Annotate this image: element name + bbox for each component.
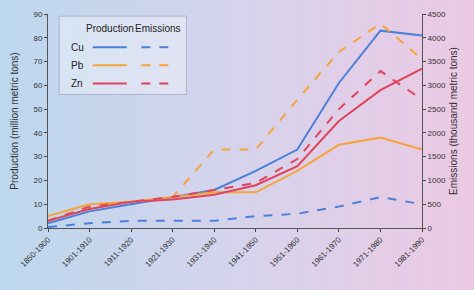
svg-text:3500: 3500 bbox=[428, 57, 446, 66]
svg-text:2500: 2500 bbox=[428, 105, 446, 114]
svg-text:1921-1930: 1921-1930 bbox=[143, 235, 177, 269]
svg-text:70: 70 bbox=[33, 57, 42, 66]
svg-text:Pb: Pb bbox=[71, 60, 84, 71]
svg-text:0: 0 bbox=[428, 224, 433, 233]
svg-text:1941-1950: 1941-1950 bbox=[227, 235, 261, 269]
svg-text:80: 80 bbox=[33, 34, 42, 43]
svg-text:Cu: Cu bbox=[71, 42, 84, 53]
svg-text:50: 50 bbox=[33, 105, 42, 114]
svg-text:500: 500 bbox=[428, 200, 442, 209]
svg-text:30: 30 bbox=[33, 152, 42, 161]
svg-text:Production: Production bbox=[86, 23, 134, 34]
svg-text:1951-1960: 1951-1960 bbox=[268, 235, 302, 269]
svg-text:1901-1910: 1901-1910 bbox=[60, 235, 94, 269]
svg-text:10: 10 bbox=[33, 200, 42, 209]
svg-text:3000: 3000 bbox=[428, 81, 446, 90]
svg-text:90: 90 bbox=[33, 10, 42, 19]
svg-text:1500: 1500 bbox=[428, 152, 446, 161]
svg-text:1981-1990: 1981-1990 bbox=[393, 235, 427, 269]
svg-text:0: 0 bbox=[38, 224, 43, 233]
svg-text:1850-1900: 1850-1900 bbox=[19, 235, 53, 269]
svg-text:Production (million metric ton: Production (million metric tons) bbox=[9, 52, 20, 189]
svg-text:2000: 2000 bbox=[428, 129, 446, 138]
svg-text:Emissions (thousand metric ton: Emissions (thousand metric tons) bbox=[448, 47, 459, 195]
svg-text:4500: 4500 bbox=[428, 10, 446, 19]
svg-text:1971-1980: 1971-1980 bbox=[351, 235, 385, 269]
svg-text:1961-1970: 1961-1970 bbox=[310, 235, 344, 269]
svg-text:40: 40 bbox=[33, 129, 42, 138]
svg-text:60: 60 bbox=[33, 81, 42, 90]
svg-text:20: 20 bbox=[33, 176, 42, 185]
svg-text:1931-1940: 1931-1940 bbox=[185, 235, 219, 269]
svg-text:4000: 4000 bbox=[428, 34, 446, 43]
svg-text:1911-1920: 1911-1920 bbox=[102, 235, 135, 268]
svg-text:Zn: Zn bbox=[71, 78, 83, 89]
svg-text:Emissions: Emissions bbox=[135, 23, 181, 34]
svg-text:1000: 1000 bbox=[428, 176, 446, 185]
